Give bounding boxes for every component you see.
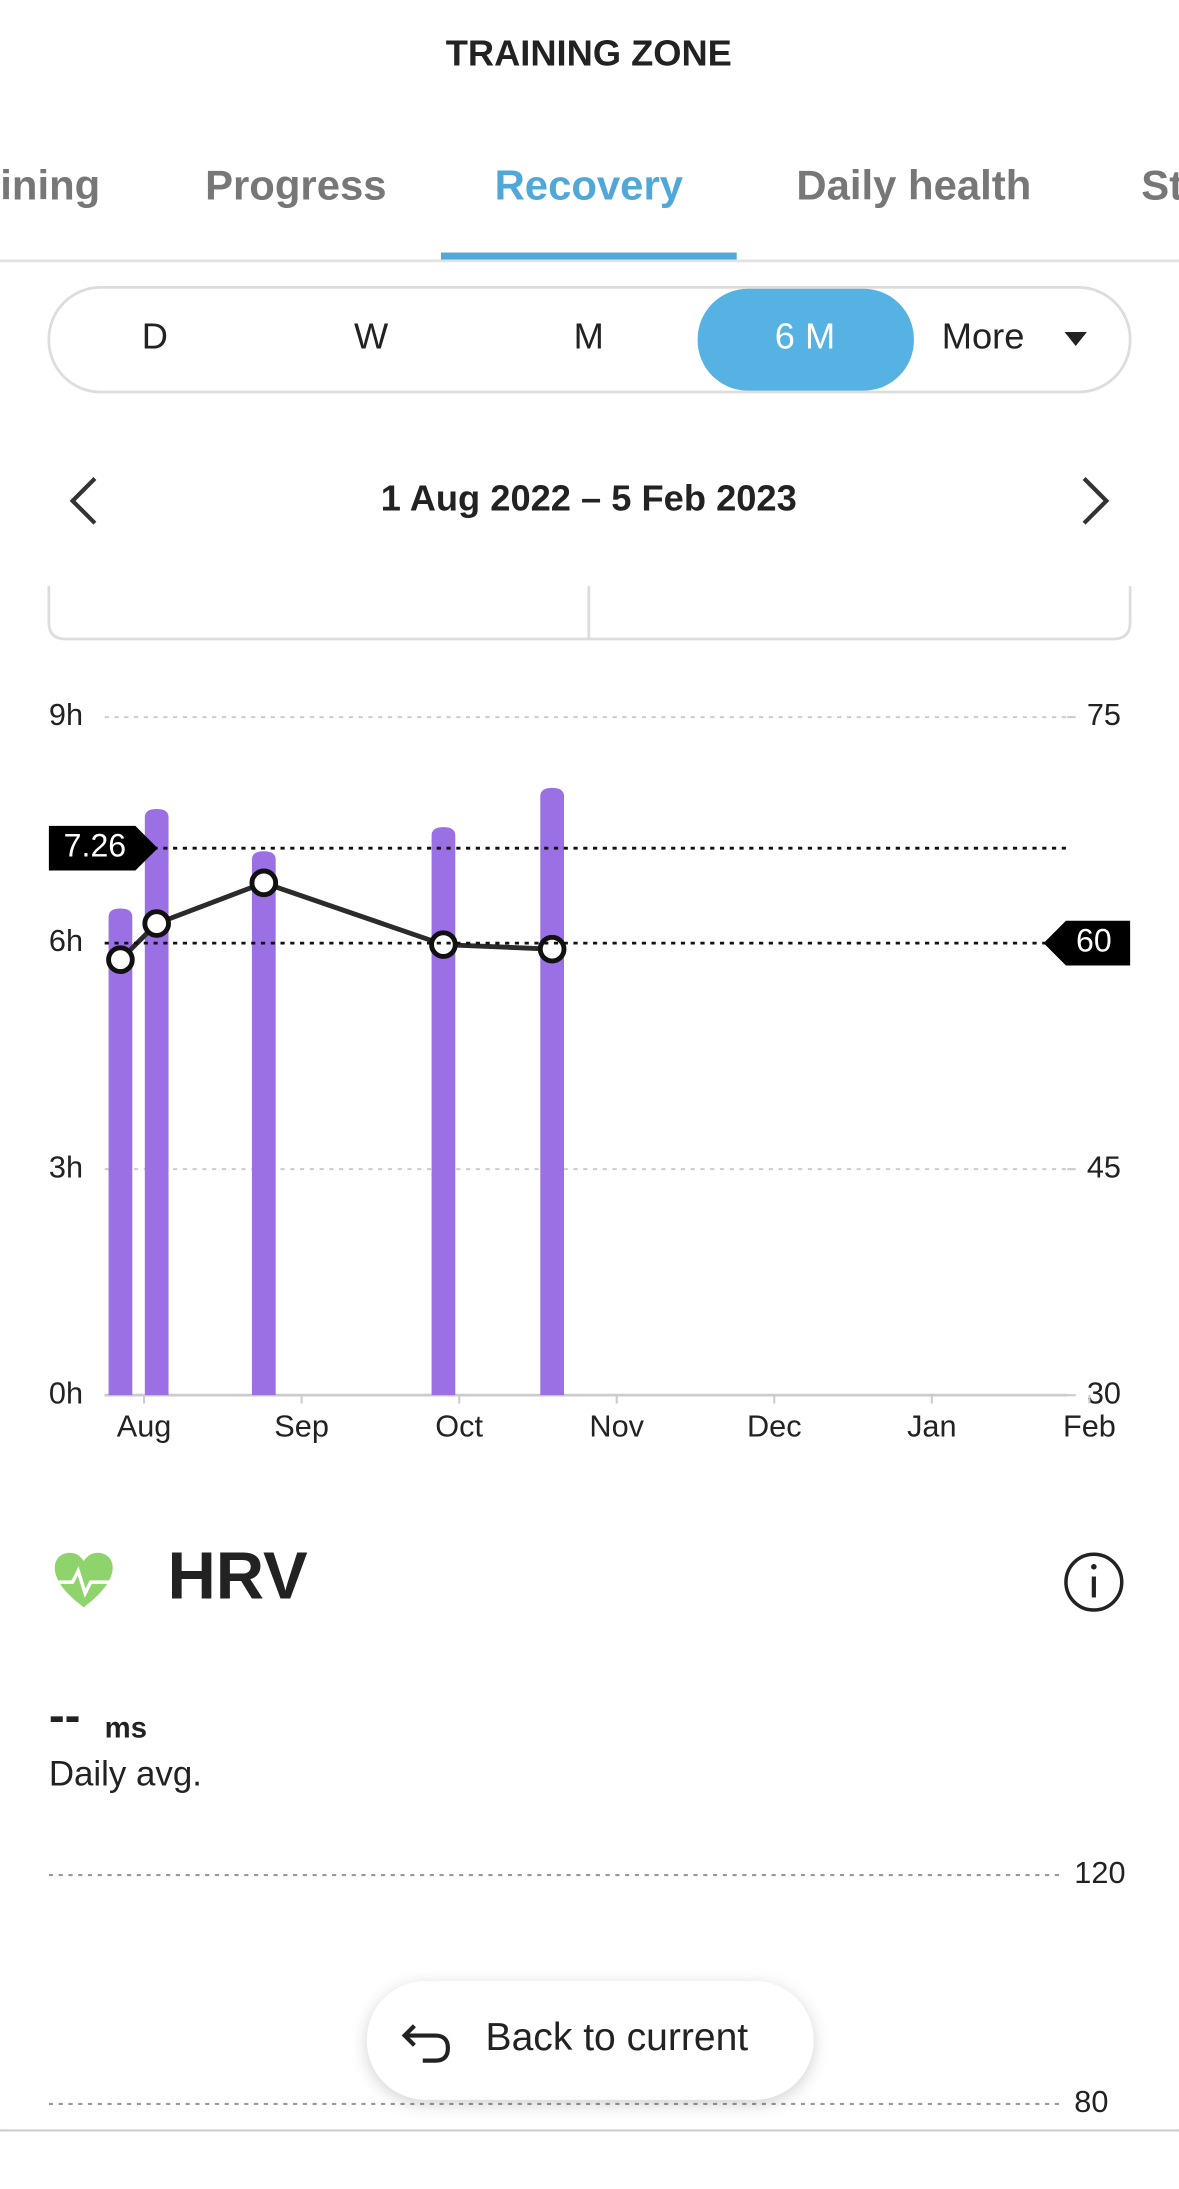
tab-active[interactable]: Recovery — [495, 161, 684, 208]
y-tick-label: 6h — [49, 923, 83, 958]
back-button-label: Back to current — [486, 2016, 749, 2059]
line-point — [106, 945, 135, 975]
tab[interactable]: ining — [0, 161, 100, 208]
dropdown-arrow — [1064, 332, 1087, 346]
period-option[interactable]: 6 M — [775, 316, 835, 357]
bar — [108, 908, 133, 1396]
hrv-unit: ms — [105, 1712, 147, 1745]
line-point — [429, 930, 458, 959]
x-tick-label: Dec — [747, 1409, 802, 1444]
bar — [251, 851, 276, 1396]
line-point — [249, 868, 279, 898]
info-glyph — [1091, 1563, 1097, 1570]
back-icon — [401, 2024, 450, 2063]
reference-tag — [1043, 920, 1131, 966]
bar — [144, 809, 169, 1396]
y-tick-label: 9h — [49, 697, 83, 732]
heart-icon — [54, 1552, 113, 1608]
x-tick-label: Sep — [274, 1409, 329, 1444]
bottom-nav — [0, 2131, 1179, 2189]
period-option[interactable]: M — [574, 316, 604, 357]
y2-tick-label: 30 — [1087, 1375, 1121, 1410]
reference-label: 7.26 — [64, 828, 126, 864]
tab[interactable]: Daily health — [796, 161, 1031, 208]
y2-tick-label: 75 — [1087, 697, 1121, 732]
y-tick-label: 120 — [1074, 1855, 1125, 1890]
hrv-title: HRV — [167, 1538, 307, 1613]
heart-pulse — [58, 1566, 109, 1598]
bar — [540, 787, 564, 1396]
bar — [431, 827, 456, 1396]
period-option[interactable]: More — [942, 316, 1025, 357]
x-tick-label: Aug — [117, 1409, 172, 1444]
x-tick-label: Nov — [589, 1409, 644, 1444]
next-button[interactable] — [1082, 477, 1110, 525]
tab[interactable]: Progress — [205, 161, 386, 208]
back-button[interactable] — [366, 1981, 814, 2100]
prev-button[interactable] — [69, 477, 97, 525]
line-point — [142, 909, 171, 938]
x-tick-label: Feb — [1063, 1409, 1116, 1444]
line — [118, 880, 553, 962]
y-tick-label: 0h — [49, 1375, 83, 1410]
period-option[interactable]: W — [354, 316, 389, 357]
reference-label: 60 — [1076, 923, 1112, 959]
tab[interactable]: St — [1141, 161, 1179, 208]
line-point — [537, 934, 567, 964]
info-glyph — [1091, 1576, 1096, 1598]
tab-indicator — [440, 252, 737, 260]
reference-tag — [48, 825, 158, 871]
y-tick-label: 3h — [49, 1149, 83, 1184]
x-tick-label: Oct — [435, 1409, 483, 1444]
header-title: TRAINING ZONE — [446, 32, 732, 73]
date-range: 1 Aug 2022 – 5 Feb 2023 — [381, 477, 797, 518]
hrv-value: -- — [49, 1689, 81, 1742]
y2-tick-label: 45 — [1087, 1149, 1121, 1184]
sleep-chart: 0h 3h 6h 9h 30 45 60 75 Aug Sep Oct Nov Dec Jan Feb 7.2… — [48, 697, 1131, 1444]
period-selected — [697, 288, 914, 391]
y-tick-label: 80 — [1074, 2084, 1108, 2119]
hrv-chart: 80 120 — [48, 1855, 1126, 2119]
x-tick-label: Jan — [907, 1409, 956, 1444]
hrv-caption: Daily avg. — [49, 1754, 202, 1793]
info-button[interactable] — [1064, 1552, 1124, 1612]
period-option[interactable]: D — [142, 316, 168, 357]
